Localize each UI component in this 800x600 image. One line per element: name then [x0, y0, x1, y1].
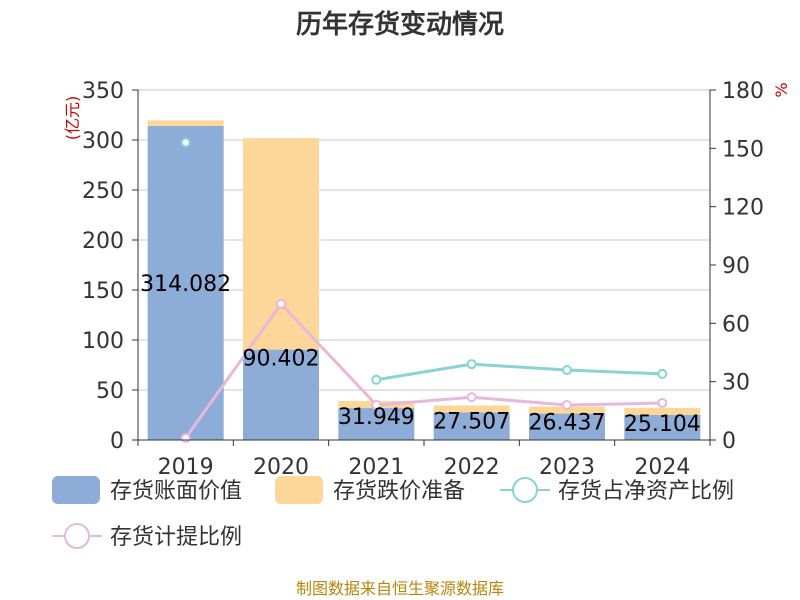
x-tick-label: 2023 — [539, 455, 595, 480]
left-tick-label: 0 — [110, 429, 124, 454]
right-tick-label: 0 — [722, 429, 736, 454]
data-label: 90.402 — [243, 347, 320, 372]
bar-impairment — [147, 120, 224, 126]
legend-marker — [512, 477, 538, 503]
x-tick-label: 2022 — [444, 455, 500, 480]
series-point — [180, 137, 191, 148]
right-tick-label: 30 — [722, 371, 750, 396]
series-point — [466, 359, 477, 370]
left-tick-label: 150 — [82, 279, 124, 304]
legend-marker — [64, 523, 90, 549]
bar-book-value — [529, 413, 605, 440]
legend-swatch — [52, 476, 100, 504]
right-tick-label: 150 — [722, 137, 764, 162]
right-tick-label: 180 — [722, 79, 764, 104]
chart-title: 历年存货变动情况 — [296, 9, 504, 40]
series-point — [180, 433, 191, 444]
legend-label: 存货计提比例 — [110, 525, 242, 550]
bar-book-value — [624, 414, 701, 440]
series-point — [466, 392, 477, 403]
left-tick-label: 250 — [82, 179, 124, 204]
left-tick-label: 350 — [82, 79, 124, 104]
x-tick-label: 2019 — [158, 455, 214, 480]
bar-book-value — [243, 349, 319, 440]
series-point — [657, 398, 668, 409]
right-tick-label: 90 — [722, 254, 750, 279]
axes: 0 50 100 150 200 250 300 350 0 30 60 90 120 150 180 201… — [82, 79, 764, 480]
series-point — [371, 400, 382, 410]
legend-swatch — [275, 476, 323, 504]
right-tick-label: 60 — [722, 312, 750, 337]
left-tick-label: 300 — [82, 129, 124, 154]
legend-label: 存货跌价准备 — [333, 479, 465, 504]
legend-label: 存货账面价值 — [110, 479, 242, 504]
lines — [180, 137, 668, 444]
right-axis-unit: % — [772, 82, 791, 97]
bar-impairment — [529, 406, 605, 414]
series-line — [184, 301, 663, 439]
bar-impairment — [433, 405, 510, 413]
data-label: 31.949 — [338, 405, 415, 430]
bar-impairment — [243, 138, 319, 350]
x-tick-label: 2021 — [348, 455, 404, 480]
series-point — [562, 365, 572, 375]
data-label: 314.082 — [140, 272, 231, 297]
series-line — [376, 362, 663, 382]
left-tick-label: 50 — [96, 379, 124, 404]
series-point — [562, 400, 572, 410]
data-label: 25.104 — [624, 412, 701, 437]
series-point — [371, 374, 382, 385]
data-label: 26.437 — [529, 411, 606, 436]
left-axis-unit: (亿元) — [63, 96, 82, 141]
x-tick-label: 2024 — [634, 455, 690, 480]
left-tick-label: 200 — [82, 229, 124, 254]
bar-book-value — [433, 412, 510, 440]
legend-label: 存货占净资产比例 — [558, 479, 734, 504]
series-point — [657, 368, 668, 379]
data-labels: 314.082 90.402 31.949 27.507 26.437 25.104 — [140, 272, 701, 437]
bar-book-value — [338, 408, 415, 440]
x-tick-label: 2020 — [253, 455, 309, 480]
data-label: 27.507 — [433, 409, 510, 434]
bar-book-value — [147, 125, 224, 440]
series-point — [276, 298, 286, 309]
bar-impairment — [624, 407, 701, 415]
right-tick-label: 120 — [722, 196, 764, 221]
grid — [138, 89, 710, 441]
bars — [147, 120, 701, 440]
source-note: 制图数据来自恒生聚源数据库 — [296, 579, 504, 598]
left-tick-label: 100 — [82, 329, 124, 354]
